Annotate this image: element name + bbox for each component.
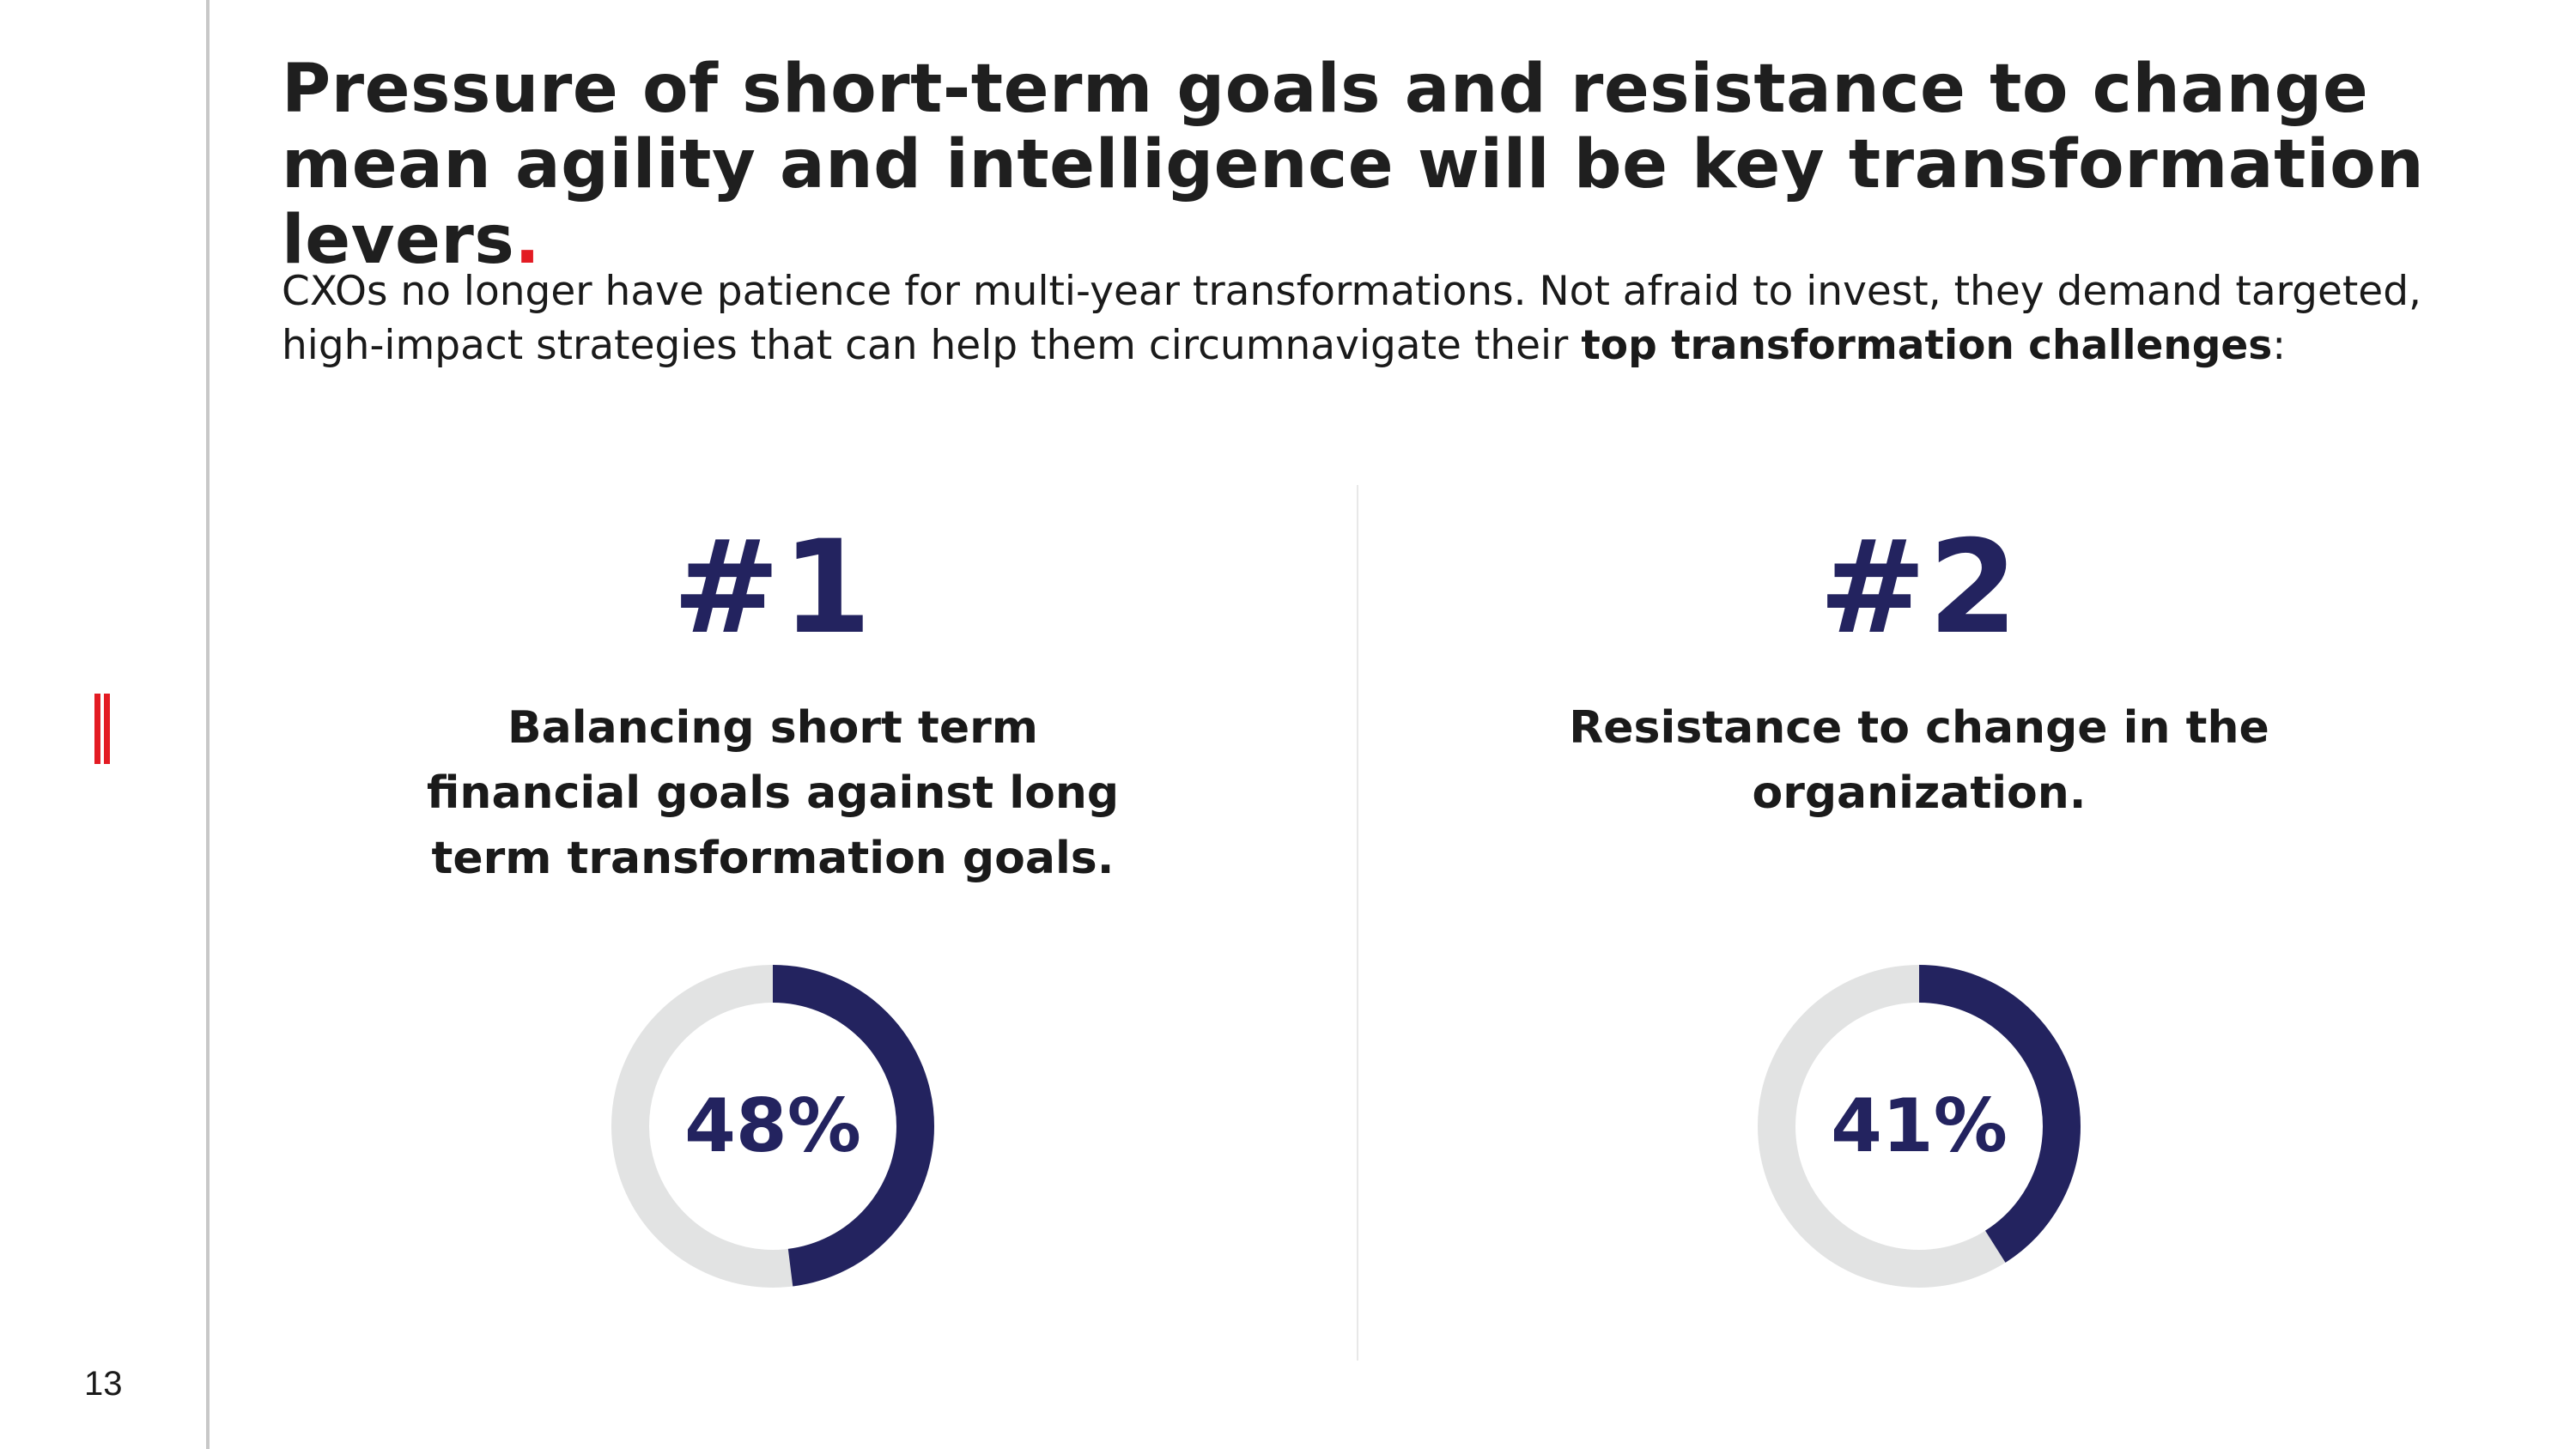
donut-chart-2: 41% <box>1756 963 2082 1289</box>
page-title: Pressure of short-term goals and resista… <box>282 52 2531 278</box>
donut-value-arc-2 <box>1758 965 2081 1288</box>
challenge-rank-1: #1 <box>671 513 874 663</box>
title-accent-dot: . <box>514 202 541 279</box>
donut-chart-1-svg <box>611 965 934 1288</box>
challenge-rank-2: #2 <box>1818 513 2020 663</box>
column-divider <box>1357 485 1358 1361</box>
challenge-panel-1: #1 Balancing short term financial goals … <box>301 524 1245 891</box>
donut-value-arc-1 <box>611 965 934 1288</box>
challenge-text-1: Balancing short term financial goals aga… <box>426 702 1120 884</box>
donut-chart-1: 48% <box>610 963 936 1289</box>
intro-text: CXOs no longer have patience for multi-y… <box>282 268 2421 369</box>
challenge-panel-2: #2 Resistance to change in the organizat… <box>1447 524 2391 826</box>
red-accent-bar-left <box>94 694 100 764</box>
red-accent-marks <box>94 694 115 764</box>
left-vertical-rule <box>206 0 210 1449</box>
intro-emphasis: top transformation challenges <box>1581 322 2273 369</box>
intro-end: : <box>2272 322 2287 369</box>
intro-paragraph: CXOs no longer have patience for multi-y… <box>282 264 2514 373</box>
challenge-text-2: Resistance to change in the organization… <box>1569 702 2269 819</box>
page-number: 13 <box>84 1365 123 1403</box>
page-title-text: Pressure of short-term goals and resista… <box>282 51 2425 279</box>
donut-chart-2-svg <box>1758 965 2081 1288</box>
red-accent-bar-right <box>104 694 110 764</box>
donut-value-label-1: 48% <box>684 1083 861 1169</box>
donut-value-label-2: 41% <box>1831 1083 2008 1169</box>
